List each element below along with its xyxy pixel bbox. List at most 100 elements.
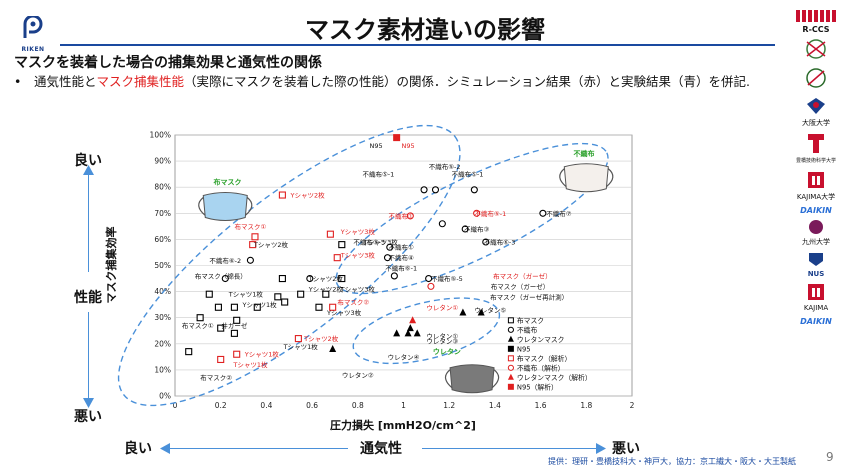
kajima-corp-mark-icon [808, 284, 824, 300]
x-scale-middle: 通気性 [360, 441, 402, 457]
left-arrow-icon [160, 443, 170, 454]
riken-logo: RIKEN [18, 14, 48, 53]
point-square-open [251, 233, 259, 241]
region-nonwoven-ellipse [335, 142, 609, 295]
point-label: Yシャツ3枚 [326, 308, 362, 317]
y-tick-label: 70% [154, 209, 171, 218]
bullet-dot: • [14, 74, 22, 89]
x-tick-label: 0.6 [306, 401, 318, 410]
cross-circle-icon [806, 39, 826, 59]
x-tick-label: 1.2 [443, 401, 455, 410]
point-circle-open [473, 209, 481, 217]
kobe-mark-icon [808, 134, 824, 153]
point-square-open [297, 290, 305, 298]
region-urethane-ellipse [352, 297, 501, 365]
point-label: Tシャツ1枚 [283, 342, 319, 351]
point-label: ウレタン① [426, 303, 458, 312]
point-label: 不織布⑥-3 [484, 238, 516, 247]
point-label: 井ガーゼ [221, 321, 248, 330]
x-tick-label: 0.2 [215, 401, 227, 410]
y-scale-bottom: 悪い [74, 409, 102, 425]
point-square-open [281, 298, 289, 306]
point-label: 布マスク② [337, 298, 369, 307]
riken-logo-text: RIKEN [21, 46, 45, 53]
point-circle-open [221, 274, 229, 283]
page-title: マスク素材違いの影響 [305, 16, 545, 44]
point-label: 不織布③ [464, 224, 490, 233]
y-tick-label: 50% [154, 261, 171, 270]
point-circle-open [461, 225, 469, 233]
point-triangle [413, 329, 421, 337]
y-tick-label: 80% [154, 183, 171, 192]
rccs-mark-icon [796, 10, 836, 22]
point-label: ウレタン② [342, 371, 374, 380]
toyohashi-mark-icon [807, 98, 825, 114]
riken-small-logo [788, 38, 844, 63]
nus-text: NUS [807, 270, 825, 278]
point-square-open [217, 324, 225, 332]
y-scale-top: 良い [74, 153, 102, 169]
bullet-post: （実際にマスクを装着した際の性能）の関係．シミュレーション結果（赤）と実験結果（… [184, 74, 751, 89]
legend-label: 布マスク [517, 316, 544, 325]
legend-label: 不織布 [517, 325, 538, 334]
bullet-highlight: マスク捕集性能 [96, 74, 185, 89]
page-number: 9 [826, 450, 834, 464]
point-circle-open [470, 186, 478, 194]
point-label: 不織布⑤-1 [452, 170, 484, 179]
point-circle-open [246, 256, 254, 264]
y-tick-label: 0% [159, 392, 171, 401]
x-scale-line-left [168, 448, 348, 449]
nonwoven-mask-illustration [559, 163, 614, 193]
point-square-open [338, 274, 346, 283]
point-label: ウレタン① [426, 331, 458, 340]
daikin-logo-2: DAIKIN [800, 317, 832, 326]
point-label: 布マスク② [200, 373, 232, 382]
kyushu-logo: 九州大学 [788, 219, 844, 247]
rccs-logo: R-CCS [788, 10, 844, 34]
point-square-open [326, 230, 334, 238]
point-triangle [459, 308, 467, 316]
section-subtitle: マスクを装着した場合の捕集効果と通気性の関係 [14, 55, 322, 71]
rccs-logo-text: R-CCS [802, 25, 830, 34]
kyushu-text: 九州大学 [802, 238, 830, 246]
point-label: 布マスク① [234, 222, 266, 231]
point-circle-open [425, 274, 433, 283]
point-label: 不織布⑥-2 [209, 256, 241, 265]
daikin-logo: DAIKIN [800, 206, 832, 215]
point-circle-open [383, 254, 392, 262]
bullet-text: • 通気性能とマスク捕集性能（実際にマスクを装着した際の性能）の関係．シミュレーシ… [14, 73, 774, 90]
point-square-open [338, 241, 346, 249]
cloth-mask-illustration-body [202, 191, 248, 221]
legend-marker [507, 345, 514, 352]
point-label: 布マスク（ガーゼ） [491, 282, 550, 291]
point-circle-open [406, 212, 414, 220]
legend-label: N95 [517, 345, 531, 353]
point-label: 不織布⑦ [546, 209, 572, 218]
point-circle-open [438, 220, 446, 228]
legend-marker [507, 355, 514, 362]
point-square [393, 134, 401, 142]
right-arrow-icon [596, 443, 606, 454]
point-square-open [214, 303, 222, 311]
point-square-open [249, 241, 257, 249]
region-label: 不織布 [574, 149, 595, 158]
kajima-univ-logo: KAJIMA大学 [788, 170, 844, 202]
legend-marker [507, 383, 514, 390]
nonwoven-mask-illustration-body [563, 163, 609, 193]
bullet-pre: 通気性能と [34, 74, 97, 89]
point-label: 不織布① [389, 211, 415, 220]
point-triangle [404, 329, 412, 337]
point-label: Yシャツ1枚 [244, 350, 280, 359]
point-label: Tシャツ3枚 [363, 238, 399, 247]
point-label: 布マスク（綿長） [195, 271, 247, 280]
legend-label: ウレタンマスク（解析） [517, 373, 592, 382]
point-square-open [278, 274, 286, 283]
point-label: 不織布⑥-1 [385, 264, 417, 273]
y-tick-label: 30% [154, 313, 171, 322]
legend-marker [507, 364, 514, 371]
legend-label: 不織布（解析） [517, 363, 565, 372]
nus-mark-icon [809, 253, 823, 266]
point-square-open [233, 350, 241, 358]
point-square-open [205, 290, 213, 298]
point-label: 不織布⑤-3 [353, 238, 385, 247]
